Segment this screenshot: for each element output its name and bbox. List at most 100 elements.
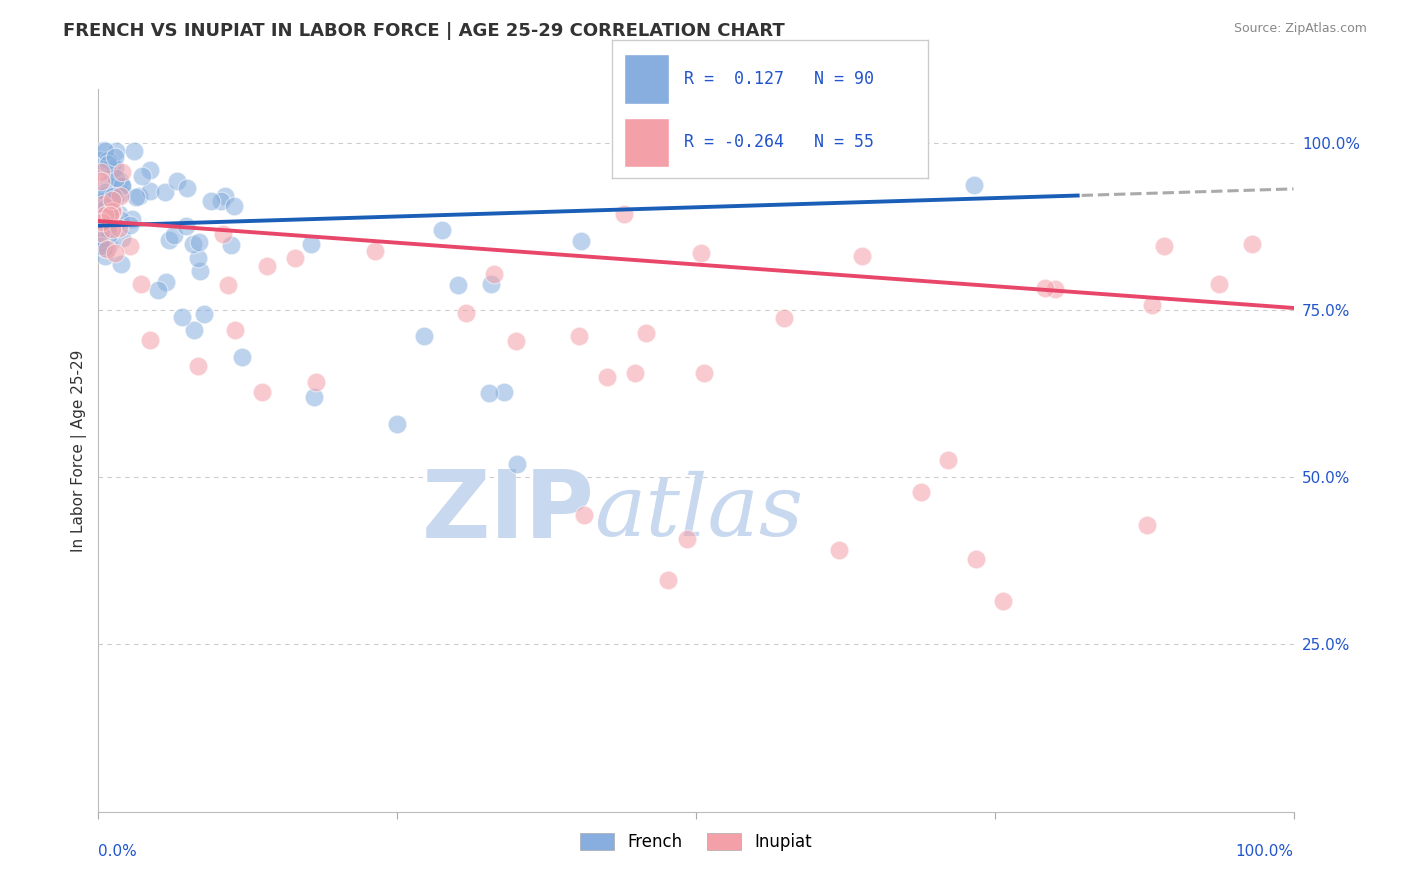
Point bbox=[97, 238, 120, 252]
Point bbox=[97, 153, 120, 167]
Point bbox=[131, 169, 153, 183]
Point bbox=[90, 226, 112, 240]
Point bbox=[118, 218, 141, 232]
Point bbox=[231, 350, 253, 364]
Point bbox=[97, 175, 120, 189]
Point bbox=[104, 171, 127, 186]
Text: FRENCH VS INUPIAT IN LABOR FORCE | AGE 25-29 CORRELATION CHART: FRENCH VS INUPIAT IN LABOR FORCE | AGE 2… bbox=[63, 22, 785, 40]
Point bbox=[447, 278, 470, 293]
Point bbox=[174, 219, 197, 234]
Point bbox=[166, 174, 188, 188]
Point bbox=[124, 144, 146, 158]
Point bbox=[101, 188, 124, 202]
Text: 0.0%: 0.0% bbox=[98, 844, 138, 859]
Point bbox=[98, 224, 121, 238]
Point bbox=[1033, 281, 1056, 295]
Point bbox=[413, 329, 436, 343]
Point bbox=[828, 543, 851, 558]
Point bbox=[224, 198, 246, 212]
Point bbox=[773, 310, 796, 325]
Point bbox=[214, 189, 236, 203]
Point bbox=[90, 232, 112, 246]
Point bbox=[111, 178, 134, 193]
Point bbox=[302, 390, 325, 404]
Point bbox=[176, 180, 198, 194]
Point bbox=[505, 334, 527, 348]
Point bbox=[693, 366, 716, 380]
Point bbox=[224, 323, 246, 337]
Point bbox=[187, 359, 209, 373]
Point bbox=[108, 174, 131, 188]
Point bbox=[478, 385, 501, 400]
Point bbox=[90, 165, 112, 179]
Point bbox=[91, 194, 114, 208]
Point bbox=[568, 329, 591, 343]
Point bbox=[96, 212, 118, 227]
Point bbox=[101, 204, 124, 219]
Point bbox=[118, 239, 141, 253]
Point bbox=[148, 283, 170, 297]
Point bbox=[110, 213, 132, 227]
Point bbox=[100, 207, 122, 221]
Text: R = -0.264   N = 55: R = -0.264 N = 55 bbox=[685, 134, 875, 152]
Point bbox=[221, 237, 243, 252]
Point bbox=[105, 215, 128, 229]
Point bbox=[105, 144, 128, 158]
Point bbox=[657, 573, 679, 587]
Point bbox=[101, 208, 124, 222]
Point bbox=[89, 153, 111, 167]
Point bbox=[385, 417, 409, 431]
Point bbox=[690, 245, 713, 260]
Point bbox=[299, 237, 322, 252]
Point bbox=[965, 552, 987, 566]
Point bbox=[139, 163, 162, 178]
Point bbox=[172, 310, 194, 324]
Point bbox=[1136, 518, 1159, 533]
Point bbox=[101, 158, 124, 172]
Point bbox=[163, 227, 186, 242]
Point bbox=[482, 267, 505, 281]
Point bbox=[250, 385, 273, 400]
Point bbox=[506, 457, 529, 471]
Point bbox=[104, 191, 127, 205]
Point bbox=[101, 168, 124, 182]
Point bbox=[200, 194, 222, 208]
Point bbox=[910, 485, 932, 500]
Point bbox=[104, 246, 127, 260]
Point bbox=[432, 223, 454, 237]
Point bbox=[1208, 277, 1230, 292]
Text: Source: ZipAtlas.com: Source: ZipAtlas.com bbox=[1233, 22, 1367, 36]
Point bbox=[101, 194, 124, 208]
Point bbox=[97, 222, 120, 236]
Point bbox=[89, 235, 111, 250]
Point bbox=[110, 231, 132, 245]
Point bbox=[571, 235, 593, 249]
Point bbox=[111, 164, 134, 178]
Point bbox=[155, 275, 177, 289]
Point bbox=[188, 235, 211, 249]
Point bbox=[121, 211, 143, 226]
Point bbox=[187, 251, 209, 265]
Point bbox=[1153, 239, 1175, 253]
Point bbox=[93, 143, 115, 157]
Point bbox=[128, 189, 150, 203]
Point bbox=[153, 185, 176, 199]
Point bbox=[91, 159, 114, 173]
Point bbox=[98, 209, 121, 223]
Point bbox=[963, 178, 986, 192]
Point bbox=[188, 264, 211, 278]
Point bbox=[108, 220, 131, 235]
Point bbox=[1045, 282, 1067, 296]
Point bbox=[94, 144, 117, 158]
Point bbox=[157, 233, 180, 247]
Point bbox=[181, 236, 204, 251]
Point bbox=[129, 277, 152, 292]
Point bbox=[94, 208, 117, 222]
Point bbox=[139, 184, 162, 198]
Point bbox=[110, 189, 132, 203]
Point bbox=[256, 259, 278, 273]
Point bbox=[96, 242, 118, 256]
FancyBboxPatch shape bbox=[624, 118, 669, 168]
Point bbox=[104, 161, 127, 175]
Point bbox=[613, 206, 636, 220]
